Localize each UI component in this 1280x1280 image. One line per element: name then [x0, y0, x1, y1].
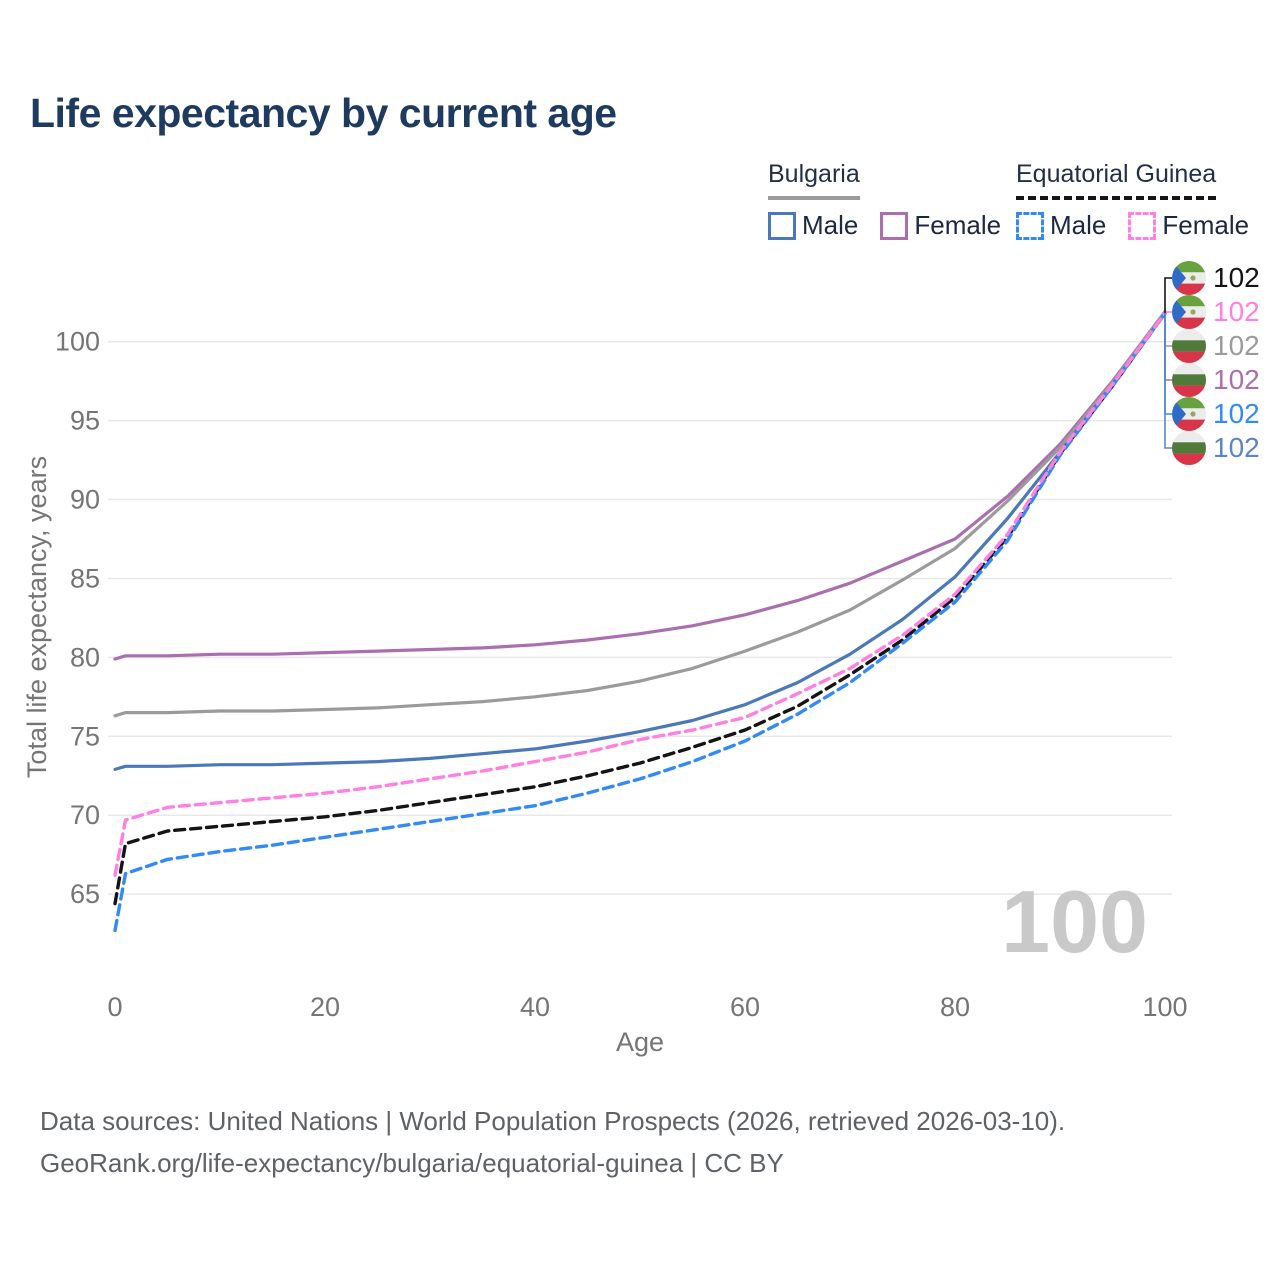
series-line-equatorial-guinea-male [113, 311, 1167, 933]
end-label-value: 102 [1213, 296, 1260, 327]
x-tick-label: 100 [1142, 992, 1187, 1022]
legend-item-label: Female [1162, 210, 1250, 240]
y-tick-label: 65 [70, 879, 100, 909]
series-line-equatorial-guinea-female [113, 311, 1167, 877]
end-label-value: 102 [1213, 330, 1260, 361]
footer-data-sources: Data sources: United Nations | World Pop… [40, 1106, 1066, 1136]
equatorial-guinea-flag-icon [1172, 397, 1206, 431]
legend-items-bulgaria: Male Female [768, 210, 1001, 241]
y-tick-label: 70 [70, 800, 100, 830]
equatorial-guinea-male-legend-item[interactable]: Male [1016, 210, 1106, 241]
age-frame-watermark: 100 [1001, 872, 1148, 971]
bulgaria-flag-icon [1172, 329, 1206, 363]
chart-title: Life expectancy by current age [30, 90, 617, 136]
bulgaria-male-legend-item[interactable]: Male [768, 210, 858, 241]
end-label-connector [1164, 277, 1173, 313]
bulgaria-flag-icon [1172, 363, 1206, 397]
legend-country-equatorial-guinea[interactable]: Equatorial Guinea [1016, 160, 1217, 200]
x-tick-label: 0 [107, 992, 122, 1022]
y-axis-title: Total life expectancy, years [22, 456, 52, 778]
end-label-connector [1164, 313, 1173, 449]
legend-group-equatorial-guinea: Equatorial Guinea Male Female [1016, 160, 1249, 241]
equatorial-guinea-flag-icon [1172, 261, 1206, 295]
bulgaria-male-checkbox[interactable] [768, 211, 796, 240]
y-tick-label: 80 [70, 642, 100, 672]
x-axis-title: Age [616, 1027, 664, 1057]
y-tick-label: 90 [70, 485, 100, 515]
equatorial-guinea-male-checkbox[interactable] [1016, 211, 1044, 240]
series-line-equatorial-guinea-total [113, 311, 1167, 906]
legend-items-equatorial-guinea: Male Female [1016, 210, 1249, 241]
x-tick-label: 60 [730, 992, 760, 1022]
series-line-bulgaria-female [113, 310, 1167, 661]
end-label-value: 102 [1213, 398, 1260, 429]
end-label-value: 102 [1213, 262, 1260, 293]
equatorial-guinea-flag-icon [1172, 295, 1206, 329]
y-tick-label: 75 [70, 721, 100, 751]
y-tick-label: 95 [70, 406, 100, 436]
series-line-bulgaria-total [113, 310, 1167, 718]
equatorial-guinea-female-legend-item[interactable]: Female [1128, 210, 1249, 241]
x-tick-label: 80 [940, 992, 970, 1022]
legend-item-label: Male [1050, 210, 1107, 240]
bulgaria-female-checkbox[interactable] [880, 211, 909, 240]
end-label-value: 102 [1213, 364, 1260, 395]
end-label: 102 [1172, 261, 1260, 295]
series-line-bulgaria-male [113, 311, 1167, 771]
legend-item-label: Female [914, 210, 1002, 240]
legend-group-bulgaria: Bulgaria Male Female [768, 160, 1001, 241]
end-label: 102 [1172, 397, 1260, 431]
end-label-value: 102 [1213, 432, 1260, 463]
end-label: 102 [1172, 431, 1260, 465]
x-tick-label: 20 [310, 992, 340, 1022]
x-tick-label: 40 [520, 992, 550, 1022]
legend-country-bulgaria[interactable]: Bulgaria [768, 160, 860, 200]
end-label: 102 [1172, 295, 1260, 329]
y-tick-label: 100 [55, 327, 100, 357]
bulgaria-flag-icon [1172, 431, 1206, 465]
bulgaria-female-legend-item[interactable]: Female [880, 210, 1001, 241]
equatorial-guinea-female-checkbox[interactable] [1128, 211, 1157, 240]
footer-attribution: GeoRank.org/life-expectancy/bulgaria/equ… [40, 1148, 784, 1178]
end-label: 102 [1172, 363, 1260, 397]
y-tick-label: 85 [70, 564, 100, 594]
end-label: 102 [1172, 329, 1260, 363]
legend-item-label: Male [802, 210, 859, 240]
